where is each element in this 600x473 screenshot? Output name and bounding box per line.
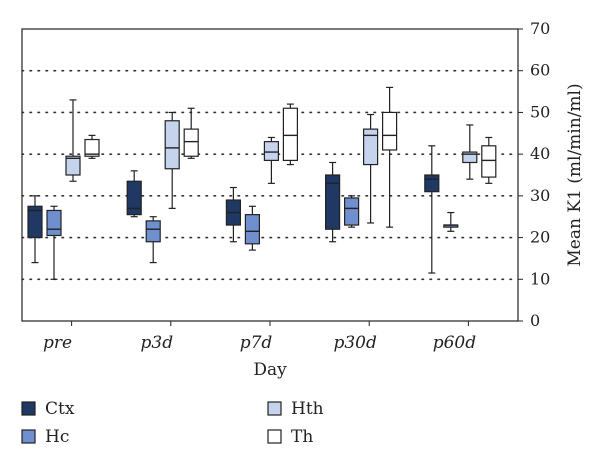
y-tick-label: 50 — [530, 102, 550, 121]
y-tick-label: 10 — [530, 269, 550, 288]
legend-swatch-hth — [267, 401, 282, 416]
y-tick-label: 60 — [530, 61, 550, 80]
x-axis-title: Day — [253, 360, 287, 380]
legend-swatch-th — [267, 429, 282, 444]
box-th — [282, 107, 298, 161]
legend-label-ctx: Ctx — [45, 399, 75, 419]
box-series — [27, 86, 497, 280]
box-ctx — [27, 205, 43, 239]
plot-frame — [21, 28, 519, 322]
legend-label-hth: Hth — [291, 399, 324, 419]
box-hth — [363, 128, 379, 166]
x-tick-label: p3d — [141, 333, 174, 353]
x-tick-label: p7d — [240, 333, 273, 353]
y-tick-label: 70 — [530, 19, 550, 38]
box-th — [183, 128, 199, 157]
box-hc — [344, 197, 360, 226]
box-hc — [244, 214, 260, 245]
box-ctx — [424, 174, 440, 193]
box-hth — [263, 141, 279, 161]
y-axis-title: Mean K1 (ml/min/ml) — [565, 83, 585, 266]
x-axis: pre p3d p7d p30d p60d — [43, 321, 476, 353]
legend-label-th: Th — [291, 427, 313, 447]
x-tick-label: p60d — [433, 333, 477, 353]
box-ctx — [325, 174, 341, 230]
y-tick-label: 40 — [530, 144, 550, 163]
box-th — [84, 138, 100, 157]
y-tick-label: 20 — [530, 228, 550, 247]
x-tick-label: pre — [43, 333, 72, 353]
box-hth — [164, 120, 180, 170]
box-hc — [145, 220, 161, 243]
legend-swatch-ctx — [21, 401, 36, 416]
legend-label-hc: Hc — [45, 427, 69, 447]
grid-lines — [21, 69, 519, 281]
x-tick-label: p30d — [333, 333, 377, 353]
box-hth — [462, 151, 478, 164]
box-hc — [46, 209, 62, 237]
box-th — [481, 145, 497, 178]
y-tick-label: 30 — [530, 186, 550, 205]
box-th — [382, 111, 398, 151]
legend: Ctx Hc Hth Th — [21, 399, 324, 447]
y-axis: 0 10 20 30 40 50 60 70 — [518, 19, 550, 330]
box-ctx — [126, 180, 142, 216]
legend-swatch-hc — [21, 429, 36, 444]
box-hth — [65, 155, 81, 176]
y-tick-label: 0 — [530, 311, 540, 330]
